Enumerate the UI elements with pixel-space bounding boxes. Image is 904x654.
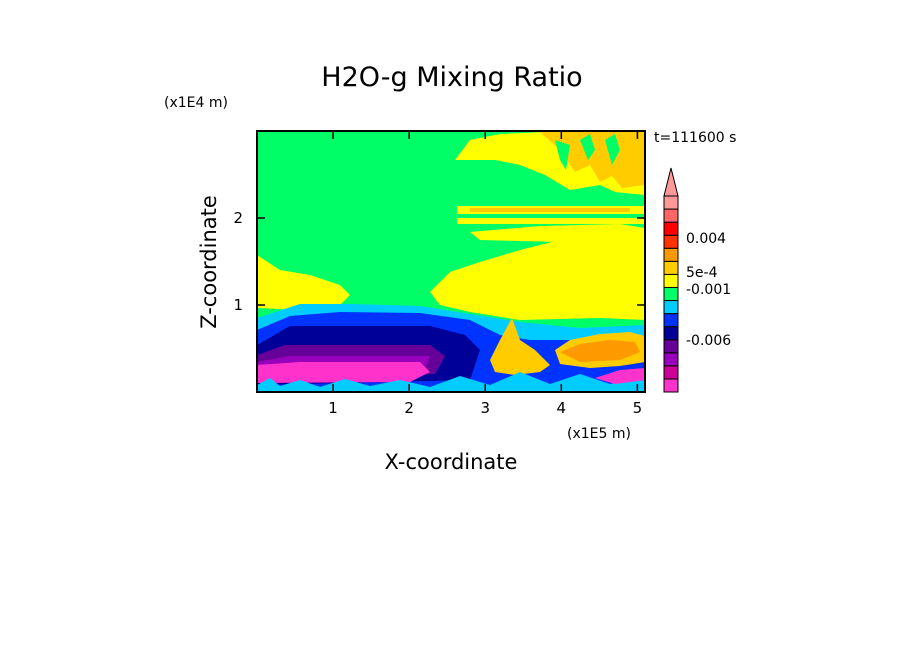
colorbar-swatch [663,234,679,249]
colorbar-swatch [663,339,679,354]
colorbar-swatch [663,326,679,341]
colorbar-swatch [663,365,679,380]
colorbar-swatch [663,247,679,262]
x-tick-label: 3 [480,399,490,417]
colorbar-extend-arrow [663,167,679,197]
colorbar-swatch [663,195,679,210]
colorbar-swatch [663,260,679,275]
magenta-layer [257,362,430,383]
plot-frame [256,130,646,393]
x-axis: 1 2 3 4 5 [328,131,642,417]
colorbar-swatch [663,286,679,302]
x-tick-label: 5 [633,399,643,417]
surface-magenta-streak [595,368,645,384]
colorbar-swatch [663,313,679,328]
x-tick-label: 4 [557,399,567,417]
colorbar-swatch [663,273,679,288]
y-axis-label: Z-coordinate [197,195,221,329]
x-tick-label: 2 [404,399,414,417]
colorbar-label: -0.001 [686,282,731,298]
colorbar-swatch [663,378,679,393]
y-axis: 12 [233,209,645,314]
colorbar-label: 5e-4 [686,265,718,281]
colorbar-swatch [663,208,679,223]
colorbar-label: 0.004 [686,231,726,247]
chart-title: H2O-g Mixing Ratio [321,62,582,93]
yellow-band [257,238,645,320]
x-axis-label: X-coordinate [385,450,518,474]
colorbar-swatch [663,352,679,367]
orange-blob-left [490,318,550,375]
colorbar-swatch [663,221,679,236]
colorbar: 0.004 5e-4-0.001 -0.006 [663,167,731,393]
dark-orange-blob [560,340,640,362]
colorbar-swatch [663,300,679,315]
plot-area [257,131,645,392]
time-label: t=111600 s [654,130,736,146]
y-axis-unit: (x1E4 m) [164,95,228,111]
colorbar-label: -0.006 [686,333,731,349]
y-tick-label: 1 [233,296,243,314]
x-axis-unit: (x1E5 m) [567,426,631,442]
y-tick-label: 2 [233,209,243,227]
x-tick-label: 1 [328,399,338,417]
green-streaks-top [555,134,620,170]
surface-noise [257,372,645,392]
